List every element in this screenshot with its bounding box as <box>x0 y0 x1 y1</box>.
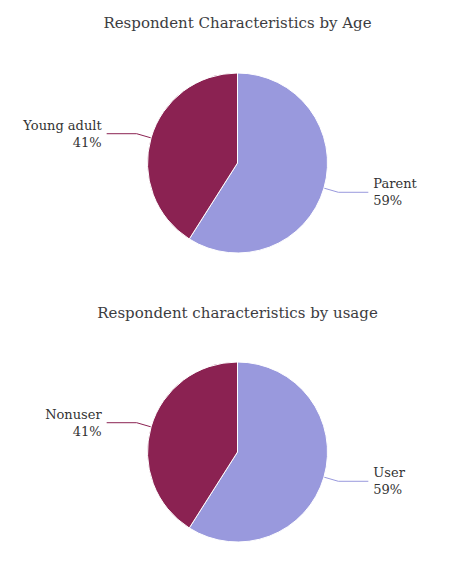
svg-text:41%: 41% <box>73 135 102 150</box>
svg-text:Young adult: Young adult <box>22 118 102 133</box>
svg-text:Nonuser: Nonuser <box>45 407 102 422</box>
svg-text:59%: 59% <box>373 482 402 497</box>
svg-text:Parent: Parent <box>373 176 417 191</box>
svg-text:Respondent Characteristics by: Respondent Characteristics by Age <box>103 14 371 32</box>
svg-text:User: User <box>373 465 405 480</box>
svg-text:41%: 41% <box>73 424 102 439</box>
svg-text:59%: 59% <box>373 193 402 208</box>
svg-text:Respondent characteristics by: Respondent characteristics by usage <box>97 304 378 322</box>
